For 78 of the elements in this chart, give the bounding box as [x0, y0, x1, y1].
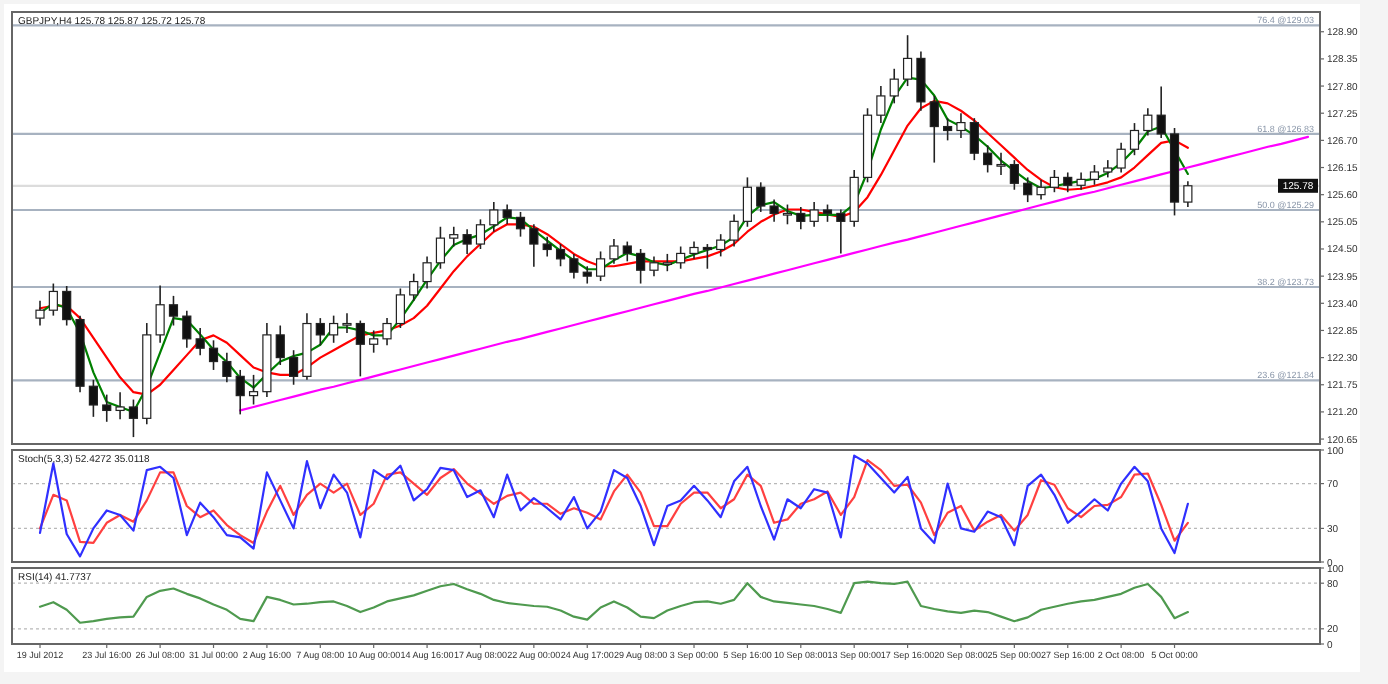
candlestick	[729, 213, 739, 248]
candlestick	[395, 287, 405, 329]
line-series	[239, 135, 1310, 412]
candlestick	[235, 369, 245, 416]
candlestick	[422, 255, 432, 290]
candlestick	[529, 223, 539, 268]
candlestick	[182, 309, 192, 349]
candlestick	[809, 201, 819, 228]
candlestick	[355, 319, 365, 378]
candlestick	[889, 67, 899, 105]
candlestick	[582, 265, 592, 285]
candlestick	[609, 238, 619, 265]
candlestick	[983, 144, 993, 174]
candlestick	[515, 211, 526, 238]
candlestick	[382, 317, 392, 347]
candlestick	[996, 151, 1006, 176]
candlestick	[595, 250, 606, 282]
candlestick	[849, 169, 859, 228]
candlestick	[1116, 142, 1126, 174]
candlestick	[782, 203, 793, 226]
candlestick	[702, 243, 712, 270]
candlestick	[1063, 171, 1073, 194]
candlestick	[168, 295, 179, 327]
candlestick	[876, 85, 886, 124]
candlestick	[929, 95, 939, 164]
candlestick	[1049, 169, 1059, 194]
candlestick	[916, 50, 926, 112]
candlestick	[329, 314, 339, 344]
candlestick	[716, 233, 726, 258]
candlestick	[649, 255, 659, 277]
candlestick	[195, 327, 205, 356]
candlestick	[569, 253, 579, 280]
candlestick	[155, 284, 165, 344]
candlestick	[1143, 107, 1153, 137]
candlestick	[1023, 176, 1033, 203]
candlestick	[342, 312, 352, 334]
candlestick	[622, 240, 632, 263]
candlestick	[115, 391, 125, 421]
candlestick	[769, 198, 779, 223]
candlestick	[48, 282, 58, 317]
candlestick	[756, 181, 766, 213]
candlestick	[369, 329, 379, 354]
candlestick	[35, 300, 45, 327]
candlestick	[289, 349, 299, 386]
candlestick	[542, 235, 552, 258]
candlestick	[1156, 85, 1166, 139]
candlestick	[742, 176, 753, 228]
candlestick	[435, 225, 446, 270]
candlestick	[676, 245, 686, 270]
candlestick	[62, 285, 72, 327]
candlestick	[315, 317, 325, 347]
candlestick	[409, 272, 419, 302]
candlestick	[1009, 159, 1019, 191]
candlestick	[1183, 180, 1193, 208]
candlestick	[943, 117, 953, 142]
candlestick	[1036, 179, 1046, 201]
candlestick	[956, 112, 966, 139]
candlestick	[836, 208, 846, 255]
candlestick	[208, 339, 219, 371]
candlestick	[902, 34, 913, 87]
candlestick	[475, 218, 486, 250]
candlestick	[462, 228, 472, 255]
candlestick	[502, 203, 512, 226]
candlestick	[969, 117, 979, 161]
candlestick	[1089, 164, 1100, 186]
candlestick	[88, 379, 98, 418]
candlestick	[222, 351, 232, 384]
candlestick	[248, 374, 259, 406]
line-series	[38, 580, 1189, 624]
candlestick	[489, 201, 499, 233]
candlestick	[449, 225, 459, 248]
candlestick	[1129, 122, 1140, 156]
candlestick	[275, 324, 285, 366]
candlestick	[555, 243, 566, 268]
candlestick	[796, 206, 806, 231]
candlestick	[636, 248, 646, 285]
candlestick	[128, 398, 139, 438]
candlestick	[102, 393, 112, 423]
